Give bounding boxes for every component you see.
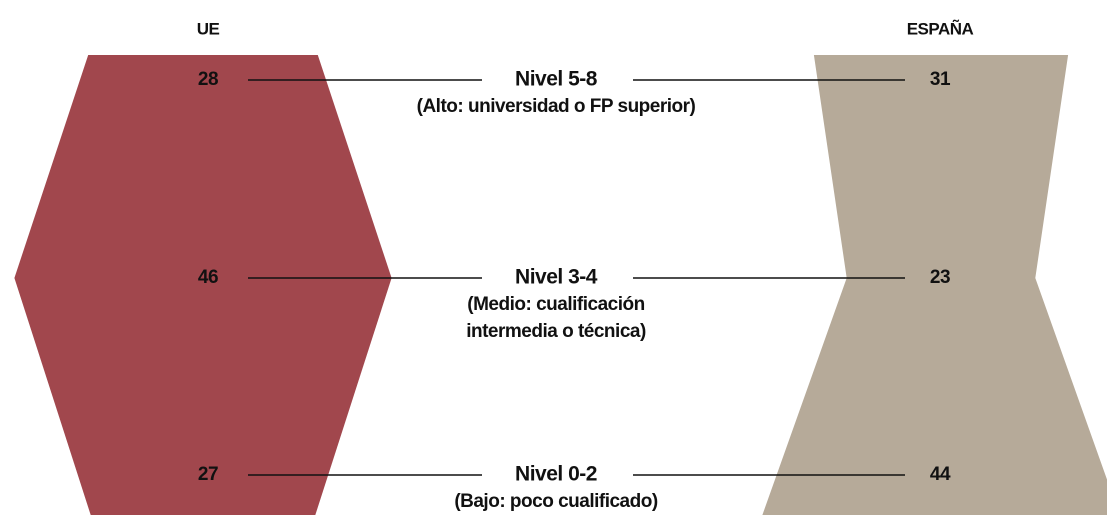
shape xyxy=(762,55,1107,515)
category-description: (Alto: universidad o FP superior) xyxy=(417,96,696,117)
value-label: 46 xyxy=(198,267,218,288)
category-description: (Bajo: poco cualificado) xyxy=(454,491,658,512)
value-label: 44 xyxy=(930,464,951,485)
value-label: 27 xyxy=(198,464,218,485)
shape xyxy=(14,55,392,515)
category-description: (Medio: cualificación xyxy=(467,294,644,315)
category-description: intermedia o técnica) xyxy=(466,321,646,342)
category-label: Nivel 3-4 xyxy=(515,266,598,289)
category-label: Nivel 5-8 xyxy=(515,68,598,91)
legend-label: ESPAÑA xyxy=(907,18,974,38)
value-label: 28 xyxy=(198,69,218,90)
legend-label: UE xyxy=(197,19,220,38)
value-label: 31 xyxy=(930,69,951,90)
value-label: 23 xyxy=(930,267,950,288)
category-label: Nivel 0-2 xyxy=(515,463,597,486)
